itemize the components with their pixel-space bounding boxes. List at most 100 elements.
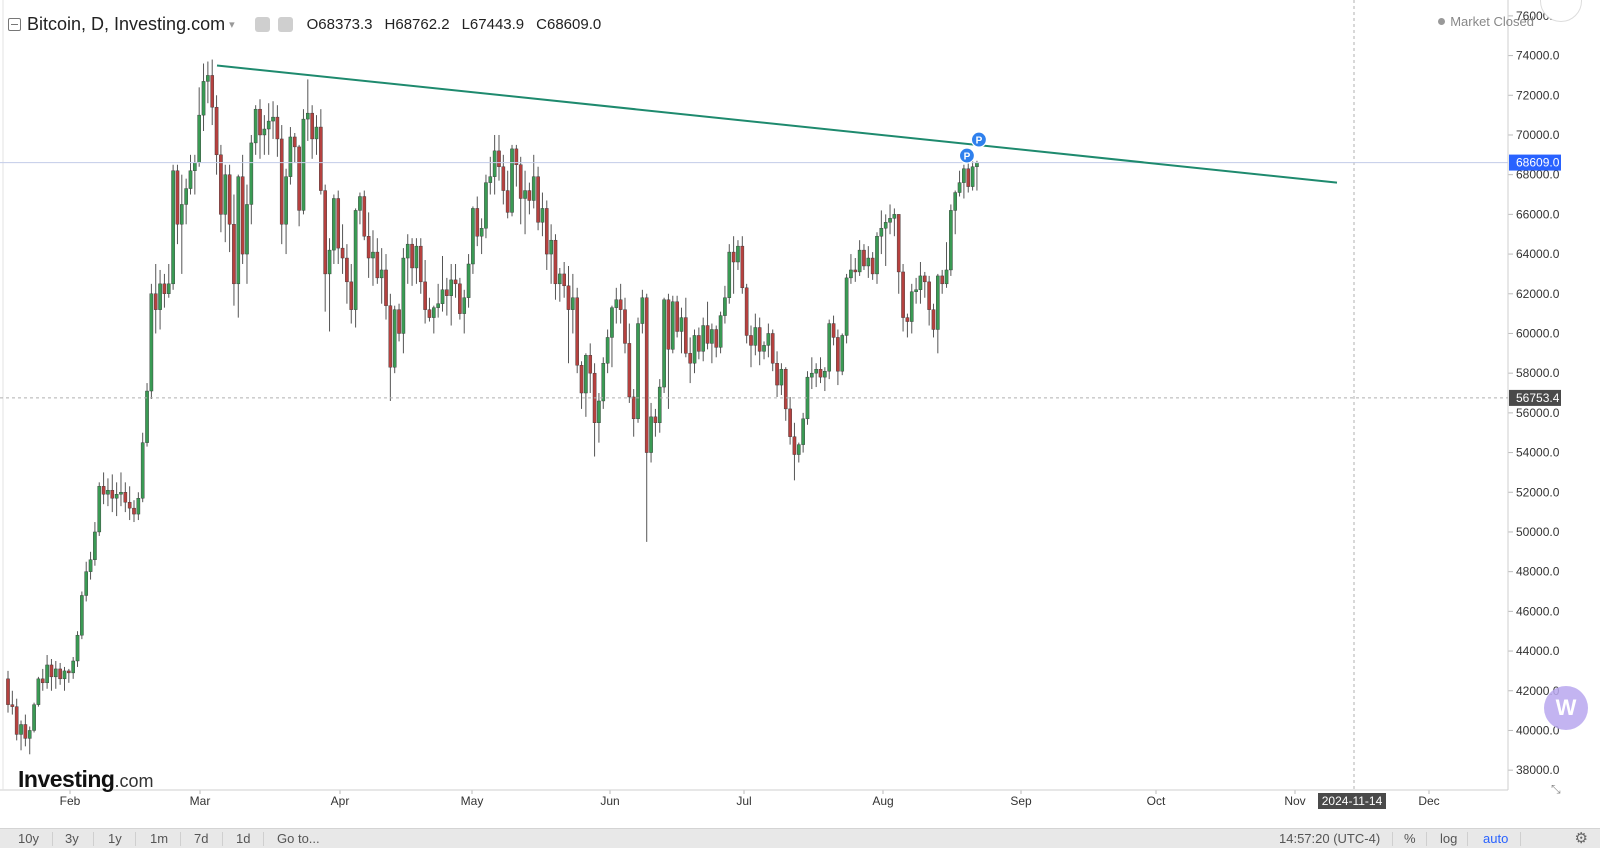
- candle-up: [19, 720, 23, 751]
- candle-up: [549, 224, 553, 284]
- candle-up: [957, 170, 962, 197]
- candle-down: [501, 154, 506, 205]
- candle-down: [675, 295, 679, 338]
- candle-up: [80, 591, 84, 640]
- low-value: L67443.9: [461, 15, 525, 33]
- chart-title[interactable]: Bitcoin, D, Investing.com: [27, 13, 226, 34]
- candle-up: [358, 192, 362, 225]
- pivot-marker[interactable]: P: [970, 131, 988, 148]
- candle-up: [762, 341, 766, 360]
- eye-icon[interactable]: [254, 16, 270, 32]
- resize-handle-icon[interactable]: ⤡: [1551, 782, 1561, 796]
- candle-down: [836, 329, 840, 386]
- divider: [180, 832, 181, 846]
- log-toggle[interactable]: log: [1440, 831, 1458, 846]
- range-3y-button[interactable]: 3y: [65, 831, 79, 846]
- candle-up: [479, 218, 484, 255]
- candle-up: [636, 317, 640, 423]
- candle-down: [579, 361, 584, 409]
- candle-down: [418, 238, 423, 294]
- candle-up: [753, 313, 758, 356]
- clock-label: 14:57:20 (UTC-4): [1279, 831, 1381, 846]
- candle-down: [384, 254, 388, 320]
- candle-down: [831, 315, 836, 346]
- candle-up: [253, 105, 258, 155]
- price-tick-label: 68000.0: [1516, 168, 1560, 182]
- pivot-marker[interactable]: P: [958, 147, 976, 164]
- candle-up: [892, 208, 897, 237]
- candle-down: [527, 182, 532, 215]
- price-tick-label: 38000.0: [1516, 763, 1560, 777]
- candle-up: [353, 208, 358, 328]
- time-tick-label: Aug: [872, 794, 893, 808]
- candle-down: [210, 59, 215, 126]
- candle-up: [584, 353, 588, 417]
- price-chart[interactable]: Feb Mar Apr May Jun Jul Aug Sep Oct Nov Dec 2024-11…: [0, 0, 1600, 828]
- candle-up: [801, 412, 805, 453]
- candle-up: [727, 244, 732, 304]
- assistant-badge-icon[interactable]: W: [1544, 686, 1588, 730]
- logo-suffix: .com: [114, 771, 154, 791]
- candle-down: [458, 277, 462, 320]
- candle-down: [870, 252, 875, 280]
- auto-toggle[interactable]: auto: [1483, 831, 1509, 846]
- candle-up: [62, 666, 67, 691]
- market-status-label: Market Closed: [1450, 14, 1534, 29]
- price-tick-label: 50000.0: [1516, 525, 1560, 539]
- candle-up: [736, 240, 740, 270]
- candle-up: [171, 164, 175, 290]
- candle-up: [119, 472, 123, 507]
- candle-up: [53, 660, 58, 689]
- settings-gear-icon[interactable]: ⚙: [1574, 830, 1588, 847]
- candle-up: [953, 190, 958, 235]
- range-1d-button[interactable]: 1d: [236, 831, 251, 846]
- price-tick-label: 52000.0: [1516, 485, 1560, 499]
- divider: [222, 832, 223, 846]
- price-tick-label: 62000.0: [1516, 287, 1560, 301]
- candle-down: [705, 301, 710, 350]
- candle-down: [410, 238, 414, 286]
- price-tick-label: 40000.0: [1516, 723, 1560, 737]
- range-10y-button[interactable]: 10y: [18, 831, 39, 846]
- candle-down: [666, 293, 671, 409]
- percent-toggle[interactable]: %: [1404, 831, 1416, 846]
- time-tick-label: May: [461, 794, 484, 808]
- candle-down: [514, 144, 519, 187]
- crosshair-price-label: 56753.4: [1509, 389, 1561, 406]
- candle-down: [783, 367, 788, 421]
- chevron-down-icon[interactable]: ▾: [229, 18, 235, 31]
- candle-up: [114, 482, 119, 517]
- gear-icon[interactable]: [277, 16, 293, 32]
- range-1m-button[interactable]: 1m: [150, 831, 169, 846]
- candle-down: [240, 154, 245, 264]
- time-tick-label: Apr: [331, 794, 350, 808]
- candle-up: [440, 256, 445, 312]
- divider: [1426, 832, 1427, 846]
- candle-down: [319, 109, 323, 195]
- candle-up: [914, 277, 918, 304]
- price-tick-label: 60000.0: [1516, 326, 1560, 340]
- candle-down: [792, 422, 797, 481]
- candle-up: [405, 234, 410, 284]
- candle-up: [301, 109, 306, 215]
- collapse-icon[interactable]: [8, 17, 21, 31]
- goto-button[interactable]: Go to...: [277, 831, 320, 846]
- candle-up: [166, 263, 171, 298]
- candle-up: [97, 482, 102, 536]
- candle-down: [896, 214, 901, 294]
- svg-text:2024-11-14: 2024-11-14: [1322, 794, 1383, 808]
- candle-up: [640, 289, 645, 334]
- candle-down: [575, 287, 579, 374]
- range-7d-button[interactable]: 7d: [194, 831, 209, 846]
- trendline[interactable]: [216, 64, 1338, 184]
- candle-down: [323, 184, 327, 312]
- candle-up: [540, 192, 545, 237]
- candle-down: [349, 263, 354, 324]
- divider: [263, 832, 264, 846]
- candle-down: [749, 325, 753, 368]
- candle-up: [679, 307, 684, 354]
- candle-down: [644, 293, 649, 542]
- range-1y-button[interactable]: 1y: [108, 831, 122, 846]
- candle-down: [123, 482, 128, 513]
- candle-down: [497, 134, 501, 181]
